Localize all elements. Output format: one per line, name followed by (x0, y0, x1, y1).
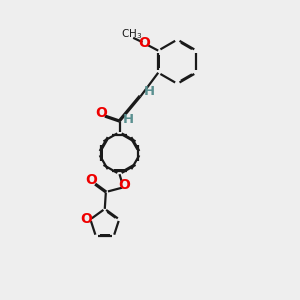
Text: O: O (139, 36, 151, 50)
Text: O: O (85, 173, 97, 187)
Text: H: H (144, 85, 155, 98)
Text: O: O (81, 212, 92, 226)
Text: H: H (123, 112, 134, 126)
Text: CH$_3$: CH$_3$ (121, 28, 142, 41)
Text: O: O (95, 106, 107, 120)
Text: O: O (118, 178, 130, 192)
